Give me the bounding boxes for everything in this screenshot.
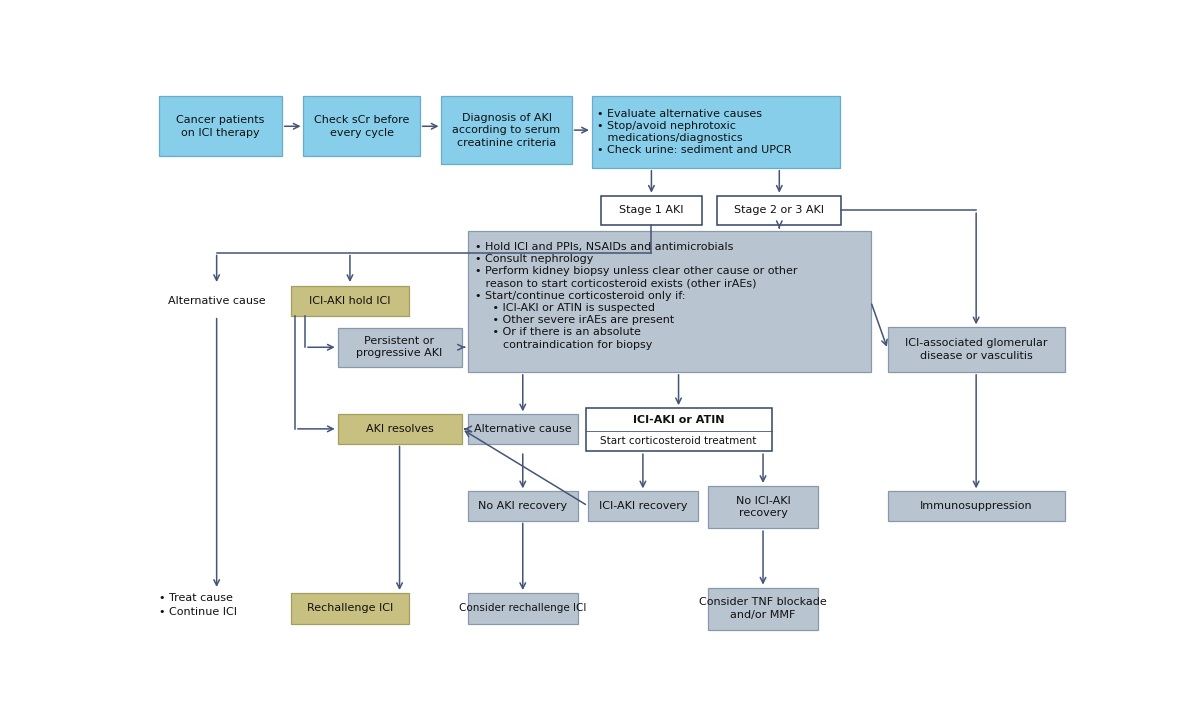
FancyBboxPatch shape (442, 96, 571, 164)
FancyBboxPatch shape (337, 328, 462, 367)
Text: • Evaluate alternative causes
• Stop/avoid nephrotoxic
   medications/diagnostic: • Evaluate alternative causes • Stop/avo… (598, 109, 792, 155)
FancyBboxPatch shape (468, 414, 578, 444)
Text: Diagnosis of AKI
according to serum
creatinine criteria: Diagnosis of AKI according to serum crea… (452, 112, 560, 147)
Text: • Hold ICI and PPIs, NSAIDs and antimicrobials
• Consult nephrology
• Perform ki: • Hold ICI and PPIs, NSAIDs and antimicr… (475, 241, 798, 349)
FancyBboxPatch shape (592, 96, 840, 168)
Text: • Treat cause
• Continue ICI: • Treat cause • Continue ICI (160, 593, 238, 617)
Text: Consider TNF blockade
and/or MMF: Consider TNF blockade and/or MMF (700, 597, 827, 620)
FancyBboxPatch shape (888, 492, 1064, 521)
Text: Alternative cause: Alternative cause (168, 296, 265, 306)
FancyBboxPatch shape (304, 96, 420, 157)
FancyBboxPatch shape (708, 587, 818, 630)
Text: AKI resolves: AKI resolves (366, 424, 433, 434)
FancyBboxPatch shape (601, 196, 702, 225)
Text: ICI-associated glomerular
disease or vasculitis: ICI-associated glomerular disease or vas… (905, 339, 1048, 361)
Text: Immunosuppression: Immunosuppression (920, 501, 1032, 511)
Text: Stage 1 AKI: Stage 1 AKI (619, 205, 684, 215)
Text: Persistent or
progressive AKI: Persistent or progressive AKI (356, 336, 443, 358)
FancyBboxPatch shape (468, 593, 578, 624)
Text: ICI-AKI hold ICI: ICI-AKI hold ICI (310, 296, 391, 306)
FancyBboxPatch shape (588, 492, 698, 521)
Text: Rechallenge ICI: Rechallenge ICI (307, 603, 394, 613)
FancyBboxPatch shape (888, 327, 1064, 372)
Text: Stage 2 or 3 AKI: Stage 2 or 3 AKI (734, 205, 824, 215)
Text: ICI-AKI recovery: ICI-AKI recovery (599, 501, 688, 511)
Text: Alternative cause: Alternative cause (474, 424, 571, 434)
FancyBboxPatch shape (586, 408, 772, 451)
FancyBboxPatch shape (160, 96, 282, 157)
Text: ICI-AKI or ATIN: ICI-AKI or ATIN (632, 415, 725, 426)
Text: No AKI recovery: No AKI recovery (479, 501, 568, 511)
FancyBboxPatch shape (468, 492, 578, 521)
FancyBboxPatch shape (468, 231, 871, 372)
FancyBboxPatch shape (718, 196, 841, 225)
FancyBboxPatch shape (292, 286, 409, 315)
FancyBboxPatch shape (337, 414, 462, 444)
Text: Consider rechallenge ICI: Consider rechallenge ICI (460, 603, 587, 613)
FancyBboxPatch shape (292, 593, 409, 624)
Text: Cancer patients
on ICI therapy: Cancer patients on ICI therapy (176, 115, 265, 138)
Text: Check sCr before
every cycle: Check sCr before every cycle (314, 115, 409, 138)
Text: Start corticosteroid treatment: Start corticosteroid treatment (600, 436, 757, 446)
FancyBboxPatch shape (708, 486, 818, 529)
Text: No ICI-AKI
recovery: No ICI-AKI recovery (736, 496, 791, 518)
